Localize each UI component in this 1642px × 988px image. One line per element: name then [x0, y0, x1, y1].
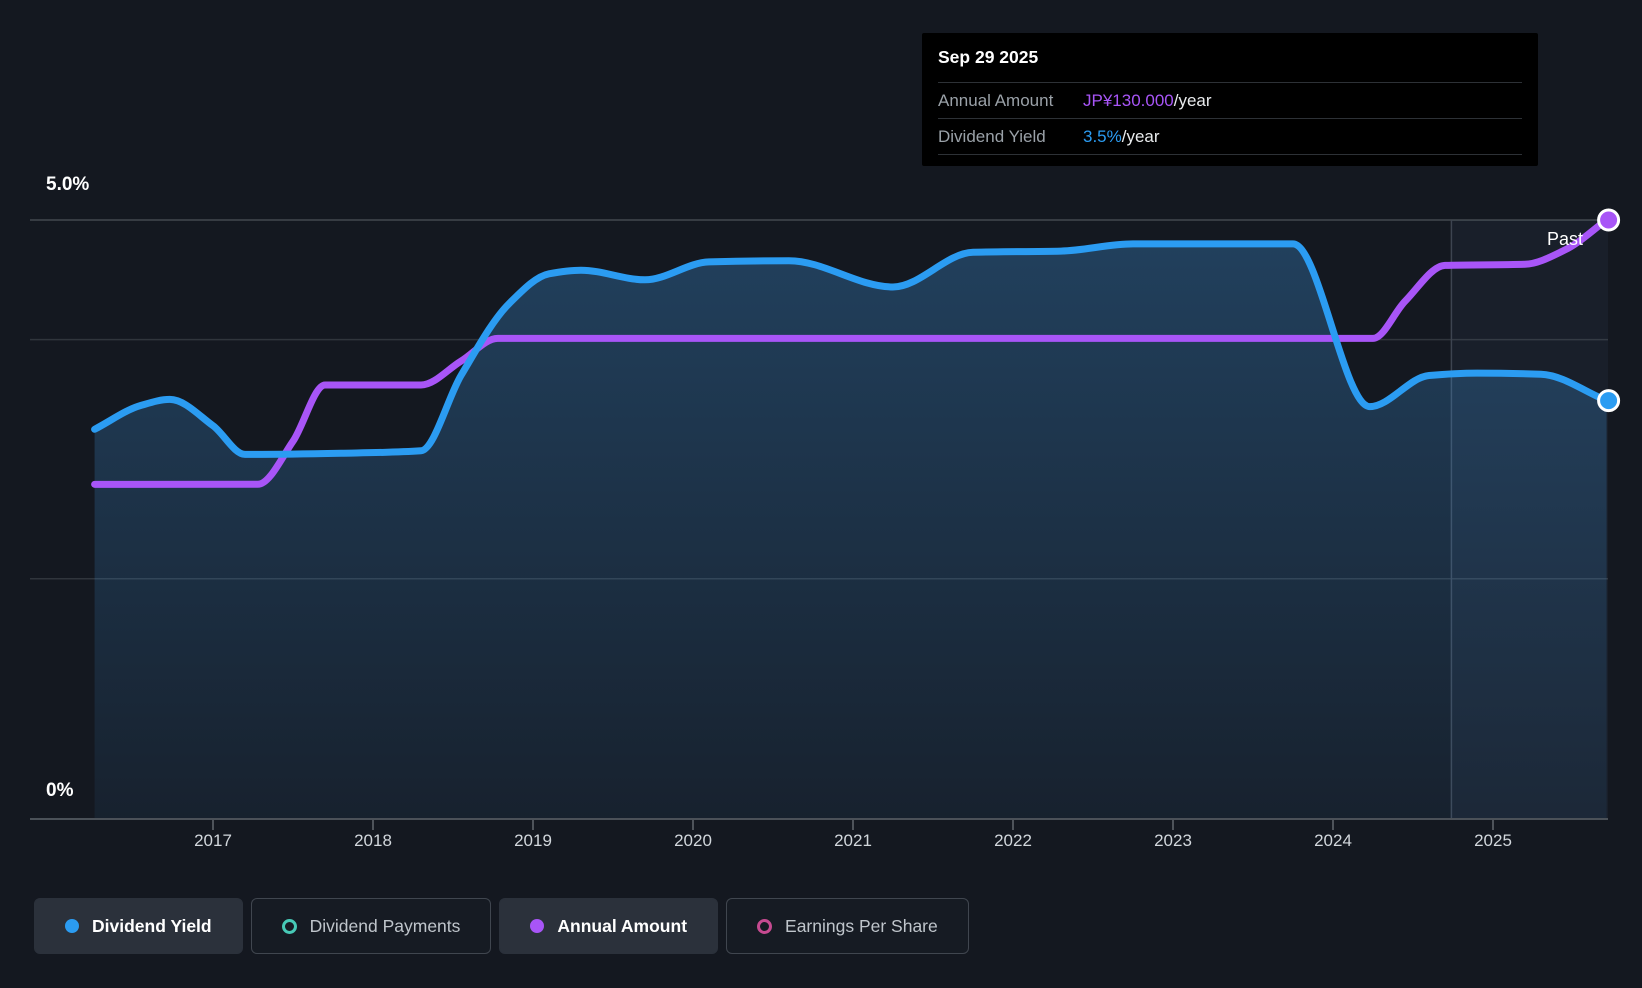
- x-axis-label: 2022: [994, 831, 1032, 850]
- annual-amount-marker-icon: [530, 919, 545, 933]
- tooltip-value: 3.5%: [1083, 126, 1122, 146]
- dividend-payments-marker-icon: [281, 918, 297, 934]
- earnings-per-share-marker-icon: [757, 918, 773, 934]
- tooltip-label: Annual Amount: [938, 90, 1054, 110]
- x-axis-label: 2018: [354, 831, 392, 850]
- x-axis-label: 2021: [834, 831, 872, 850]
- chart-tooltip: Sep 29 2025 Annual Amount JP¥130.000 /ye…: [922, 33, 1538, 166]
- x-axis-label: 2017: [194, 831, 232, 850]
- y-axis-label-max: 5.0%: [46, 174, 90, 195]
- x-axis-label: 2023: [1154, 831, 1192, 850]
- y-axis-label-min: 0%: [46, 780, 74, 801]
- legend-label: Dividend Payments: [309, 915, 461, 936]
- tooltip-value-suffix: /year: [1121, 126, 1160, 146]
- legend-toggle-dividend-payments[interactable]: Dividend Payments: [250, 898, 492, 954]
- tooltip-row-annual-amount: Annual Amount JP¥130.000 /year: [938, 82, 1522, 118]
- x-axis-label: 2024: [1314, 831, 1352, 850]
- legend-label: Earnings Per Share: [785, 915, 938, 936]
- x-axis-label: 2020: [674, 831, 712, 850]
- chart-legend: Dividend Yield Dividend Payments Annual …: [34, 898, 969, 954]
- dividend-yield-marker-icon: [65, 919, 79, 933]
- x-axis-label: 2025: [1474, 831, 1512, 850]
- past-region-label: Past: [1547, 229, 1584, 249]
- legend-toggle-earnings-per-share[interactable]: Earnings Per Share: [726, 898, 969, 954]
- tooltip-row-dividend-yield: Dividend Yield 3.5% /year: [938, 118, 1522, 155]
- legend-toggle-dividend-yield[interactable]: Dividend Yield: [34, 898, 243, 954]
- legend-label: Annual Amount: [557, 915, 688, 936]
- tooltip-label: Dividend Yield: [938, 126, 1046, 146]
- tooltip-value-suffix: /year: [1173, 90, 1212, 110]
- tooltip-value: JP¥130.000: [1083, 90, 1174, 110]
- tooltip-date: Sep 29 2025: [938, 47, 1039, 67]
- legend-toggle-annual-amount[interactable]: Annual Amount: [499, 898, 719, 954]
- x-axis-label: 2019: [514, 831, 552, 850]
- legend-label: Dividend Yield: [92, 915, 212, 936]
